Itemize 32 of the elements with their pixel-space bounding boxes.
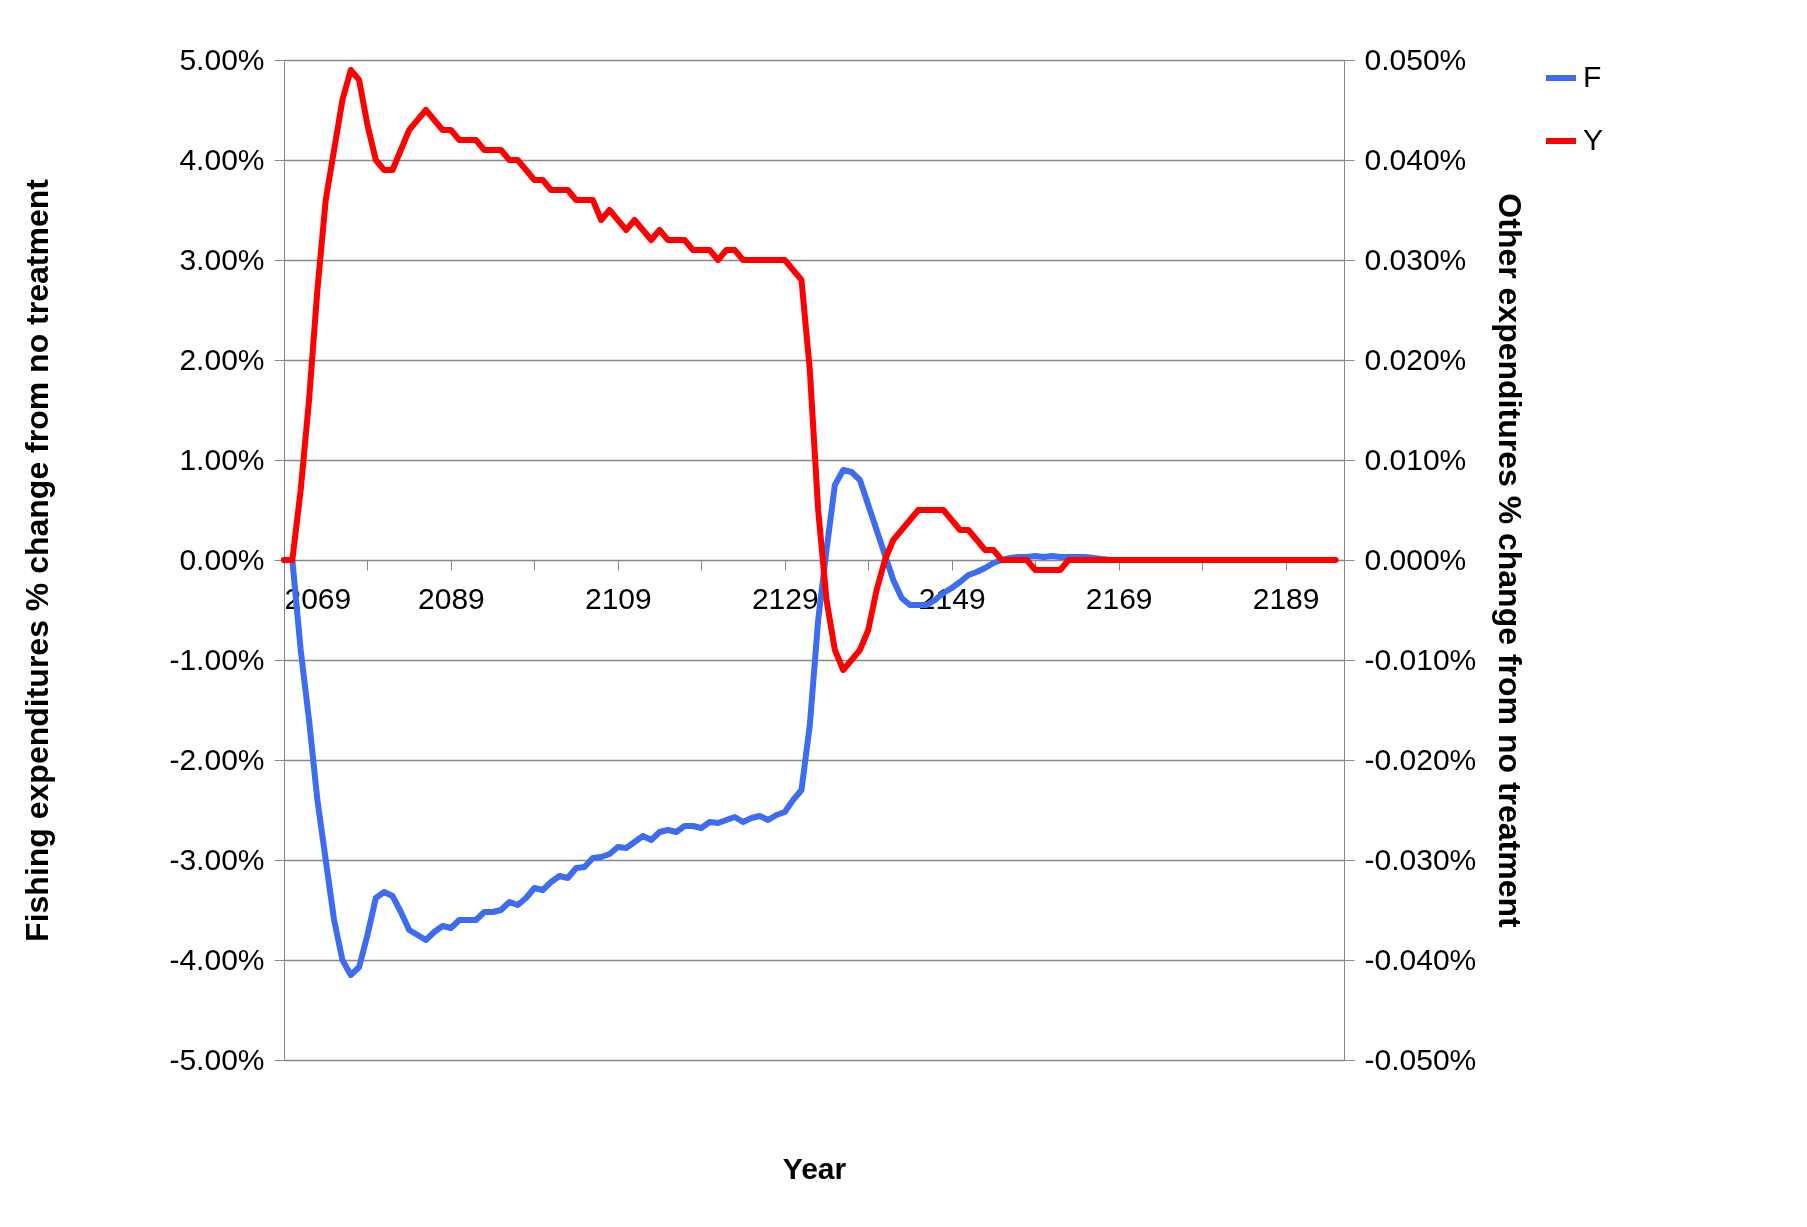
x-tick-label: 2169: [1085, 581, 1153, 615]
x-tick-label: 2089: [418, 581, 485, 615]
y2-tick-label: -0.020%: [1364, 742, 1477, 776]
y-tick-label: -3.00%: [169, 842, 265, 876]
y2-tick-label: 0.000%: [1364, 542, 1467, 576]
y2-tick-label: 0.050%: [1364, 42, 1467, 76]
x-tick-label: 2189: [1252, 581, 1320, 615]
y-tick-label: 0.00%: [179, 542, 265, 576]
legend-label: F: [1583, 60, 1602, 93]
y2-tick-label: 0.040%: [1364, 142, 1467, 176]
y-tick-label: -5.00%: [169, 1042, 265, 1076]
y-axis-title: Fishing expenditures % change from no treatment: [18, 178, 55, 942]
y-tick-label: 5.00%: [179, 42, 265, 76]
y-tick-label: -2.00%: [169, 742, 265, 776]
y-tick-label: 1.00%: [179, 442, 265, 476]
y2-tick-label: -0.010%: [1364, 642, 1477, 676]
y-tick-label: 3.00%: [179, 242, 265, 276]
y2-axis-title: Other expenditures % change from no treatment: [1492, 193, 1529, 929]
x-axis-title: Year: [782, 1151, 847, 1185]
y2-tick-label: 0.010%: [1364, 442, 1467, 476]
y-tick-label: -1.00%: [169, 642, 265, 676]
y2-tick-label: -0.030%: [1364, 842, 1477, 876]
y-tick-label: -4.00%: [169, 942, 265, 976]
y-tick-label: 2.00%: [179, 342, 265, 376]
y2-tick-label: -0.050%: [1364, 1042, 1477, 1076]
y2-tick-label: 0.020%: [1364, 342, 1467, 376]
x-tick-label: 2129: [751, 581, 819, 615]
legend-label: Y: [1583, 123, 1604, 156]
y-tick-label: 4.00%: [179, 142, 265, 176]
y2-tick-label: -0.040%: [1364, 942, 1477, 976]
y2-tick-label: 0.030%: [1364, 242, 1467, 276]
x-tick-label: 2109: [584, 581, 652, 615]
